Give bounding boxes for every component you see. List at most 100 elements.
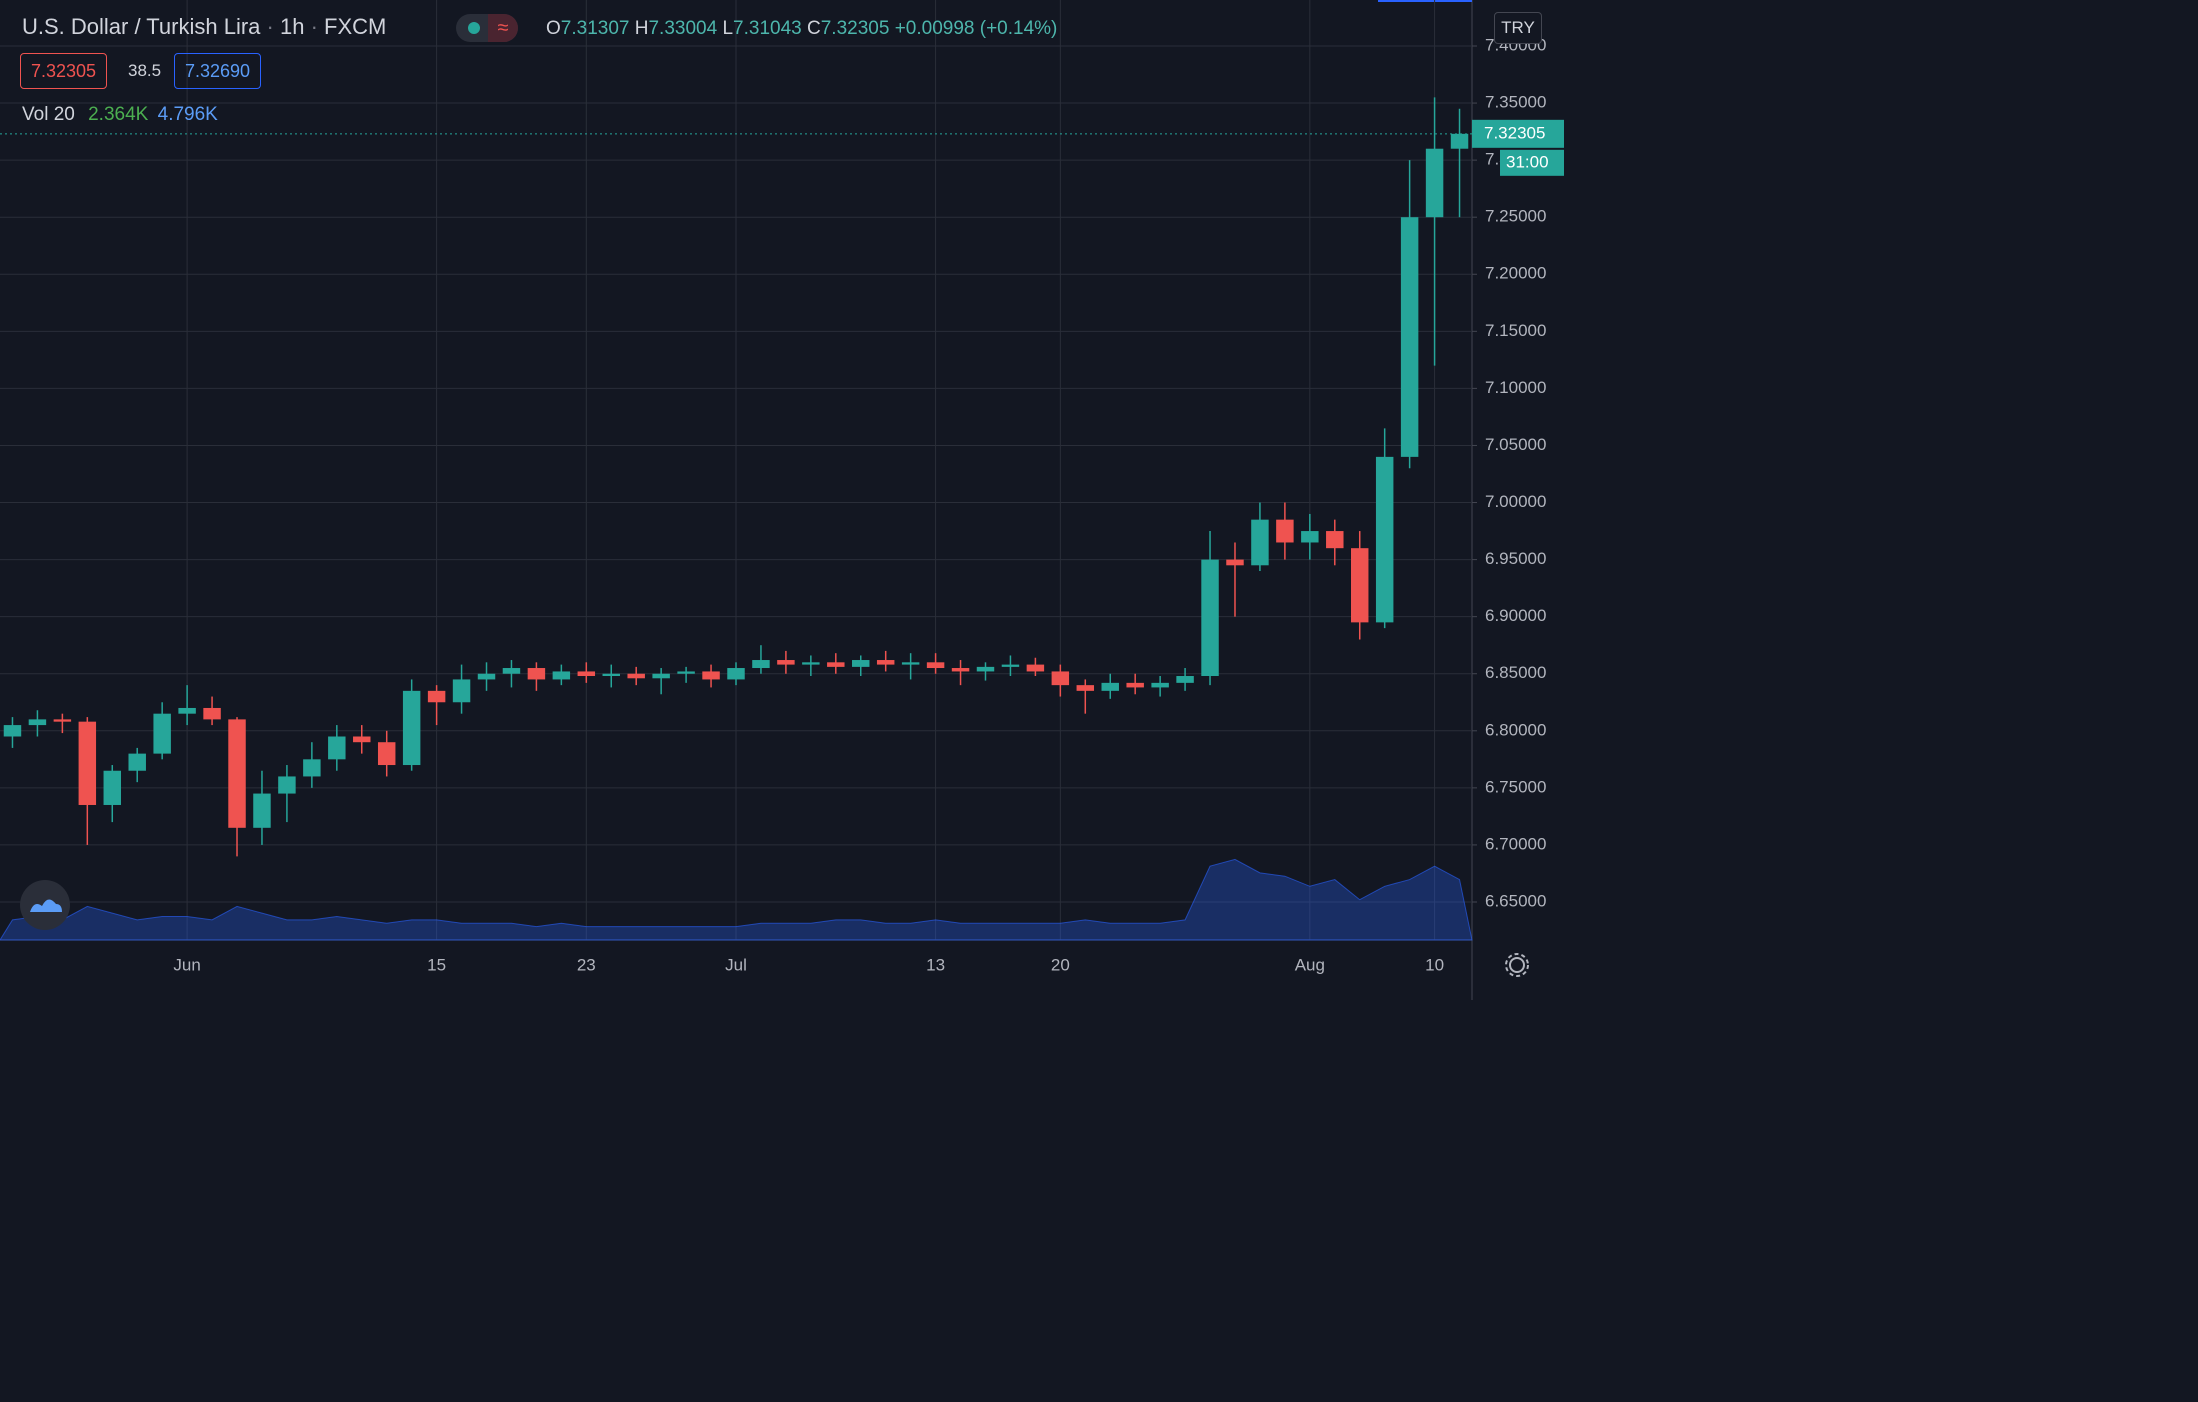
x-tick-label: 13 xyxy=(926,955,945,974)
symbol-header: U.S. Dollar / Turkish Lira · 1h · FXCM xyxy=(22,14,387,39)
candle-body xyxy=(1026,664,1045,672)
selection-bar xyxy=(1378,0,1472,2)
y-tick-label: 6.95000 xyxy=(1485,549,1546,568)
ohlc-legend: O7.31307 H7.33004 L7.31043 C7.32305 +0.0… xyxy=(546,18,1057,40)
candle-body xyxy=(427,690,446,703)
candle-body xyxy=(1326,531,1344,549)
candle-body xyxy=(1126,682,1144,688)
h-value: 7.33004 xyxy=(648,18,718,39)
countdown-box xyxy=(1500,149,1564,176)
c-value: 7.32305 xyxy=(820,18,890,39)
candle-body xyxy=(3,725,22,737)
candle-body xyxy=(1201,559,1219,677)
chart-window: 6.65000 6.70000 6.75000 6.80000 6.85000 6.900… xyxy=(0,0,1568,1000)
x-tick-label: 15 xyxy=(427,955,446,974)
candle-body xyxy=(328,736,346,760)
settings-icon[interactable] xyxy=(1500,950,1534,984)
candle-body xyxy=(852,660,870,667)
y-tick-label: 6.70000 xyxy=(1485,834,1546,853)
candle-body xyxy=(253,793,271,828)
last-price-box xyxy=(1472,119,1564,148)
candle-body xyxy=(1226,559,1244,566)
candle-body xyxy=(1375,456,1394,623)
y-tick-label: 7.20000 xyxy=(1485,264,1546,283)
o-value: 7.31307 xyxy=(560,18,630,39)
last-price-label: 7.32305 xyxy=(1484,123,1545,142)
x-tick-label: 20 xyxy=(1051,955,1070,974)
candle-body xyxy=(1151,682,1169,688)
h-label: H xyxy=(634,18,649,39)
candle-body xyxy=(377,742,396,766)
l-value: 7.31043 xyxy=(733,18,802,39)
y-tick-label: 6.90000 xyxy=(1485,606,1546,625)
x-tick-label: Jun xyxy=(173,955,200,974)
candle-body xyxy=(228,719,246,828)
candle-body xyxy=(1350,548,1369,623)
candle-body xyxy=(876,660,895,665)
y-tick-label: 7.05000 xyxy=(1485,435,1546,454)
candle-body xyxy=(1176,676,1194,683)
currency-button[interactable]: TRY xyxy=(1494,12,1542,44)
countdown-label: 31:00 xyxy=(1506,152,1549,171)
candle-body xyxy=(203,707,221,720)
candle-body xyxy=(602,673,620,677)
symbol-title: U.S. Dollar / Turkish Lira xyxy=(22,14,261,39)
volume-label: Vol 20 xyxy=(22,104,75,125)
candle-body xyxy=(627,673,645,679)
spread: 38.5 xyxy=(128,61,162,80)
candle-body xyxy=(552,671,571,680)
y-tick-label: 6.65000 xyxy=(1485,891,1546,910)
candle-body xyxy=(1001,664,1020,667)
candle-body xyxy=(901,662,920,665)
y-tick-label: 7.15000 xyxy=(1485,321,1546,340)
x-tick-label: Jul xyxy=(725,955,747,974)
sell-button[interactable]: 7.32305 xyxy=(20,53,108,89)
status-pill[interactable]: ≈ xyxy=(456,14,518,42)
candle-body xyxy=(452,679,471,703)
background xyxy=(0,0,1568,1000)
candle-body xyxy=(353,736,371,743)
candle-body xyxy=(1450,133,1469,149)
candle-body xyxy=(702,671,720,680)
candle-body xyxy=(727,668,745,680)
o-label: O xyxy=(546,18,561,39)
y-tick-label: 6.75000 xyxy=(1485,777,1546,796)
candle-body xyxy=(577,671,596,677)
buy-button[interactable]: 7.32690 xyxy=(174,53,262,89)
y-tick-label: 6.80000 xyxy=(1485,720,1546,739)
candle-body xyxy=(128,753,146,771)
candle-body xyxy=(1276,519,1294,543)
candle-body xyxy=(78,721,97,805)
candle-body xyxy=(178,707,196,714)
candle-body xyxy=(652,673,670,679)
candle-body xyxy=(1301,531,1319,543)
candle-body xyxy=(278,776,296,794)
candle-body xyxy=(502,668,521,674)
logo-button[interactable] xyxy=(20,880,70,930)
candle-body xyxy=(477,673,496,680)
source: FXCM xyxy=(324,14,387,39)
volume-area xyxy=(0,858,1473,941)
y-tick-label: 7.10000 xyxy=(1485,378,1546,397)
candle-body xyxy=(1101,682,1119,691)
candle-body xyxy=(103,770,122,805)
candle-body xyxy=(53,719,72,722)
candle-body xyxy=(527,668,546,680)
y-tick-label: 7.25000 xyxy=(1485,207,1546,226)
candle-body xyxy=(1425,148,1444,218)
candle-body xyxy=(926,662,945,669)
y-tick-label: 7.35000 xyxy=(1485,93,1546,112)
x-tick-label: Aug xyxy=(1295,955,1325,974)
y-tick-label: 7.00000 xyxy=(1485,492,1546,511)
c-label: C xyxy=(807,18,821,39)
chart: 6.65000 6.70000 6.75000 6.80000 6.85000 6.900… xyxy=(0,0,1568,1000)
candle-body xyxy=(777,660,795,665)
x-tick-label: 10 xyxy=(1425,955,1444,974)
logo-icon xyxy=(30,899,62,912)
change: +0.00998 (+0.14%) xyxy=(894,18,1058,39)
candle-body xyxy=(976,666,995,672)
volume-value: 2.364K xyxy=(88,104,149,125)
interval[interactable]: 1h xyxy=(279,14,305,39)
candle-body xyxy=(153,713,171,754)
candle-body xyxy=(1051,671,1070,686)
